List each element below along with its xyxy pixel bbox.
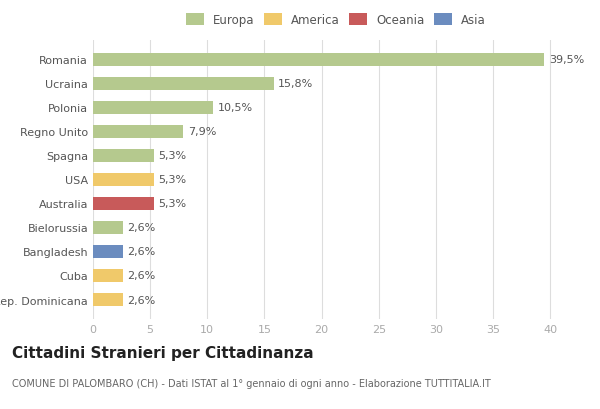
Bar xyxy=(93,149,154,163)
Legend: Europa, America, Oceania, Asia: Europa, America, Oceania, Asia xyxy=(182,10,490,30)
Bar xyxy=(93,197,154,211)
Text: 2,6%: 2,6% xyxy=(127,271,155,281)
Bar xyxy=(93,269,123,282)
Text: 2,6%: 2,6% xyxy=(127,247,155,257)
Bar xyxy=(93,78,274,91)
Bar xyxy=(93,101,213,115)
Bar xyxy=(93,54,544,67)
Text: 2,6%: 2,6% xyxy=(127,295,155,305)
Text: 2,6%: 2,6% xyxy=(127,223,155,233)
Text: 15,8%: 15,8% xyxy=(278,79,313,89)
Bar xyxy=(93,126,183,139)
Bar xyxy=(93,293,123,306)
Text: COMUNE DI PALOMBARO (CH) - Dati ISTAT al 1° gennaio di ogni anno - Elaborazione : COMUNE DI PALOMBARO (CH) - Dati ISTAT al… xyxy=(12,378,491,388)
Text: 7,9%: 7,9% xyxy=(188,127,216,137)
Bar xyxy=(93,173,154,187)
Text: 5,3%: 5,3% xyxy=(158,199,186,209)
Text: Cittadini Stranieri per Cittadinanza: Cittadini Stranieri per Cittadinanza xyxy=(12,346,314,361)
Bar xyxy=(93,221,123,234)
Text: 39,5%: 39,5% xyxy=(549,55,584,65)
Bar xyxy=(93,245,123,258)
Text: 10,5%: 10,5% xyxy=(218,103,253,113)
Text: 5,3%: 5,3% xyxy=(158,151,186,161)
Text: 5,3%: 5,3% xyxy=(158,175,186,185)
